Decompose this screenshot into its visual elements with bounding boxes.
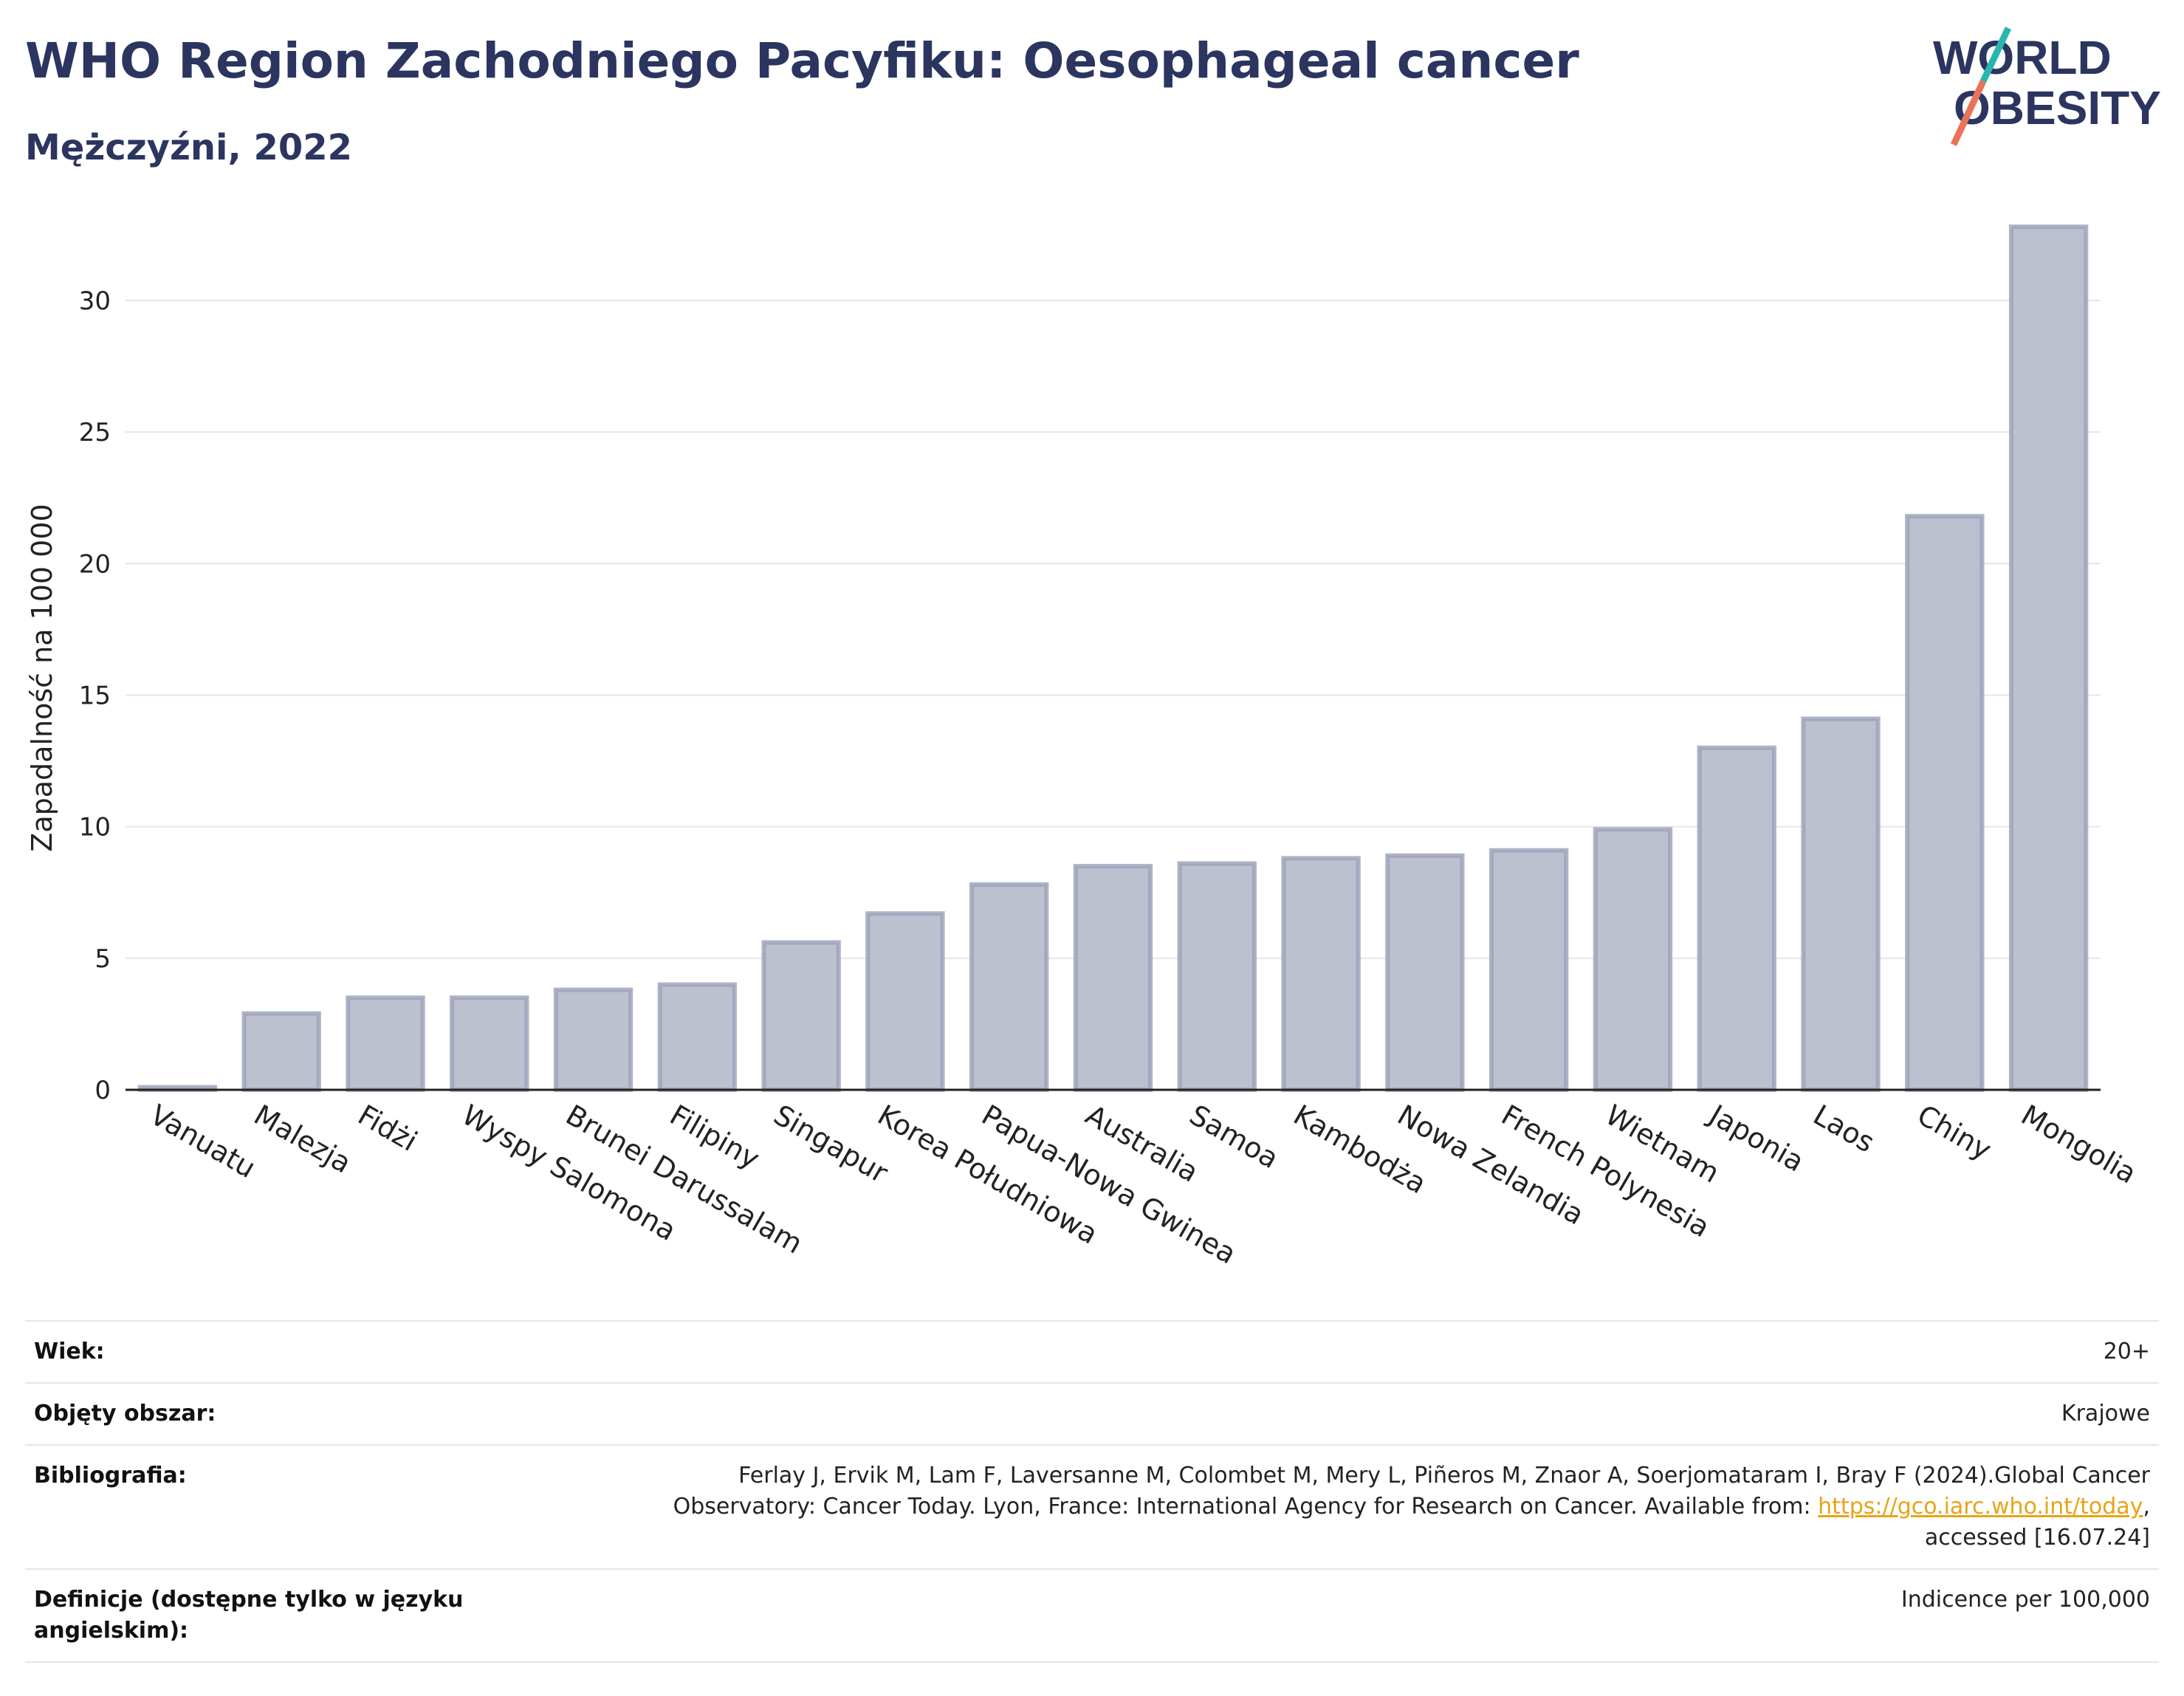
coverage-value: Krajowe xyxy=(2061,1401,2150,1427)
bar xyxy=(969,882,1049,1092)
y-tick-label: 15 xyxy=(79,681,111,710)
bibliography-link[interactable]: https://gco.iarc.who.int/today xyxy=(1818,1494,2143,1520)
bibliography-line2-text: Observatory: Cancer Today. Lyon, France:… xyxy=(673,1494,1819,1520)
bar xyxy=(657,982,738,1093)
y-tick-label: 20 xyxy=(79,549,111,579)
logo-text-world: WORLD xyxy=(1933,31,2112,84)
bibliography-line1: Ferlay J, Ervik M, Lam F, Laversanne M, … xyxy=(738,1463,2150,1489)
x-tick-label: Malezja xyxy=(249,1099,357,1180)
x-tick-label: Laos xyxy=(1808,1099,1881,1159)
x-tick-label: Fidżi xyxy=(352,1099,422,1158)
logo-slash-top xyxy=(1979,27,2012,83)
bar xyxy=(1073,864,1153,1093)
bar xyxy=(761,940,841,1093)
bar xyxy=(2008,224,2089,1092)
definitions-value: Indicence per 100,000 xyxy=(1900,1587,2150,1613)
meta-row-definitions: Definicje (dostępne tylko w języku angie… xyxy=(25,1568,2159,1663)
logo-slash-bottom xyxy=(1950,80,1987,146)
bar xyxy=(1697,745,1776,1093)
y-tick-label: 5 xyxy=(95,944,111,974)
bibliography-value: Ferlay J, Ervik M, Lam F, Laversanne M, … xyxy=(673,1460,2150,1553)
logo-text-obesity: OBESITY xyxy=(1954,81,2161,134)
chart-subtitle: Mężczyźni, 2022 xyxy=(25,127,353,168)
y-tick-label: 10 xyxy=(79,813,111,842)
age-value: 20+ xyxy=(2103,1339,2150,1364)
bar xyxy=(346,995,425,1092)
x-tick-label: Singapur xyxy=(769,1099,894,1189)
y-tick-label: 30 xyxy=(79,286,111,316)
meta-row-coverage: Objęty obszar: Krajowe xyxy=(25,1382,2159,1446)
coverage-label: Objęty obszar: xyxy=(34,1401,216,1427)
definitions-label: Definicje (dostępne tylko w języku angie… xyxy=(34,1585,463,1647)
bar-chart: 0 5 10 15 20 25 30 Zapadalność na 100 000 Vanuat… xyxy=(26,224,2142,1271)
bar xyxy=(1801,716,1881,1092)
bibliography-line2: Observatory: Cancer Today. Lyon, France:… xyxy=(673,1491,2150,1522)
definitions-label-line1: Definicje (dostępne tylko w języku xyxy=(34,1587,464,1613)
y-tick-label: 0 xyxy=(95,1076,111,1105)
age-label: Wiek: xyxy=(34,1339,105,1364)
definitions-label-line2: angielskim): xyxy=(34,1618,189,1644)
bar xyxy=(1593,827,1673,1092)
bar xyxy=(865,911,945,1092)
meta-row-age: Wiek: 20+ xyxy=(25,1320,2159,1384)
x-tick-label: Mongolia xyxy=(2016,1099,2142,1190)
bar xyxy=(1177,861,1257,1092)
x-tick-label: Nowa Zelandia xyxy=(1392,1099,1589,1232)
world-obesity-logo: WORLD OBESITY xyxy=(1933,27,2161,146)
bar xyxy=(1385,853,1465,1092)
bar xyxy=(450,995,529,1092)
meta-row-bibliography: Bibliografia: Ferlay J, Ervik M, Lam F, … xyxy=(25,1444,2159,1570)
bibliography-label: Bibliografia: xyxy=(34,1463,187,1489)
bar xyxy=(553,987,633,1092)
y-axis-label: Zapadalność na 100 000 xyxy=(26,504,58,851)
bar xyxy=(1905,514,1985,1092)
bar xyxy=(1281,856,1361,1093)
x-tick-label: Chiny xyxy=(1912,1099,1996,1167)
x-tick-label: Vanuatu xyxy=(145,1099,261,1184)
bibliography-line2-comma: , xyxy=(2143,1494,2150,1520)
bar xyxy=(1488,848,1569,1093)
bibliography-line3: accessed [16.07.24] xyxy=(1924,1525,2150,1551)
meta-bottom-rule xyxy=(25,1661,2159,1663)
y-tick-label: 25 xyxy=(79,418,111,447)
chart-title: WHO Region Zachodniego Pacyfiku: Oesopha… xyxy=(25,32,1579,89)
bar xyxy=(241,1011,321,1092)
